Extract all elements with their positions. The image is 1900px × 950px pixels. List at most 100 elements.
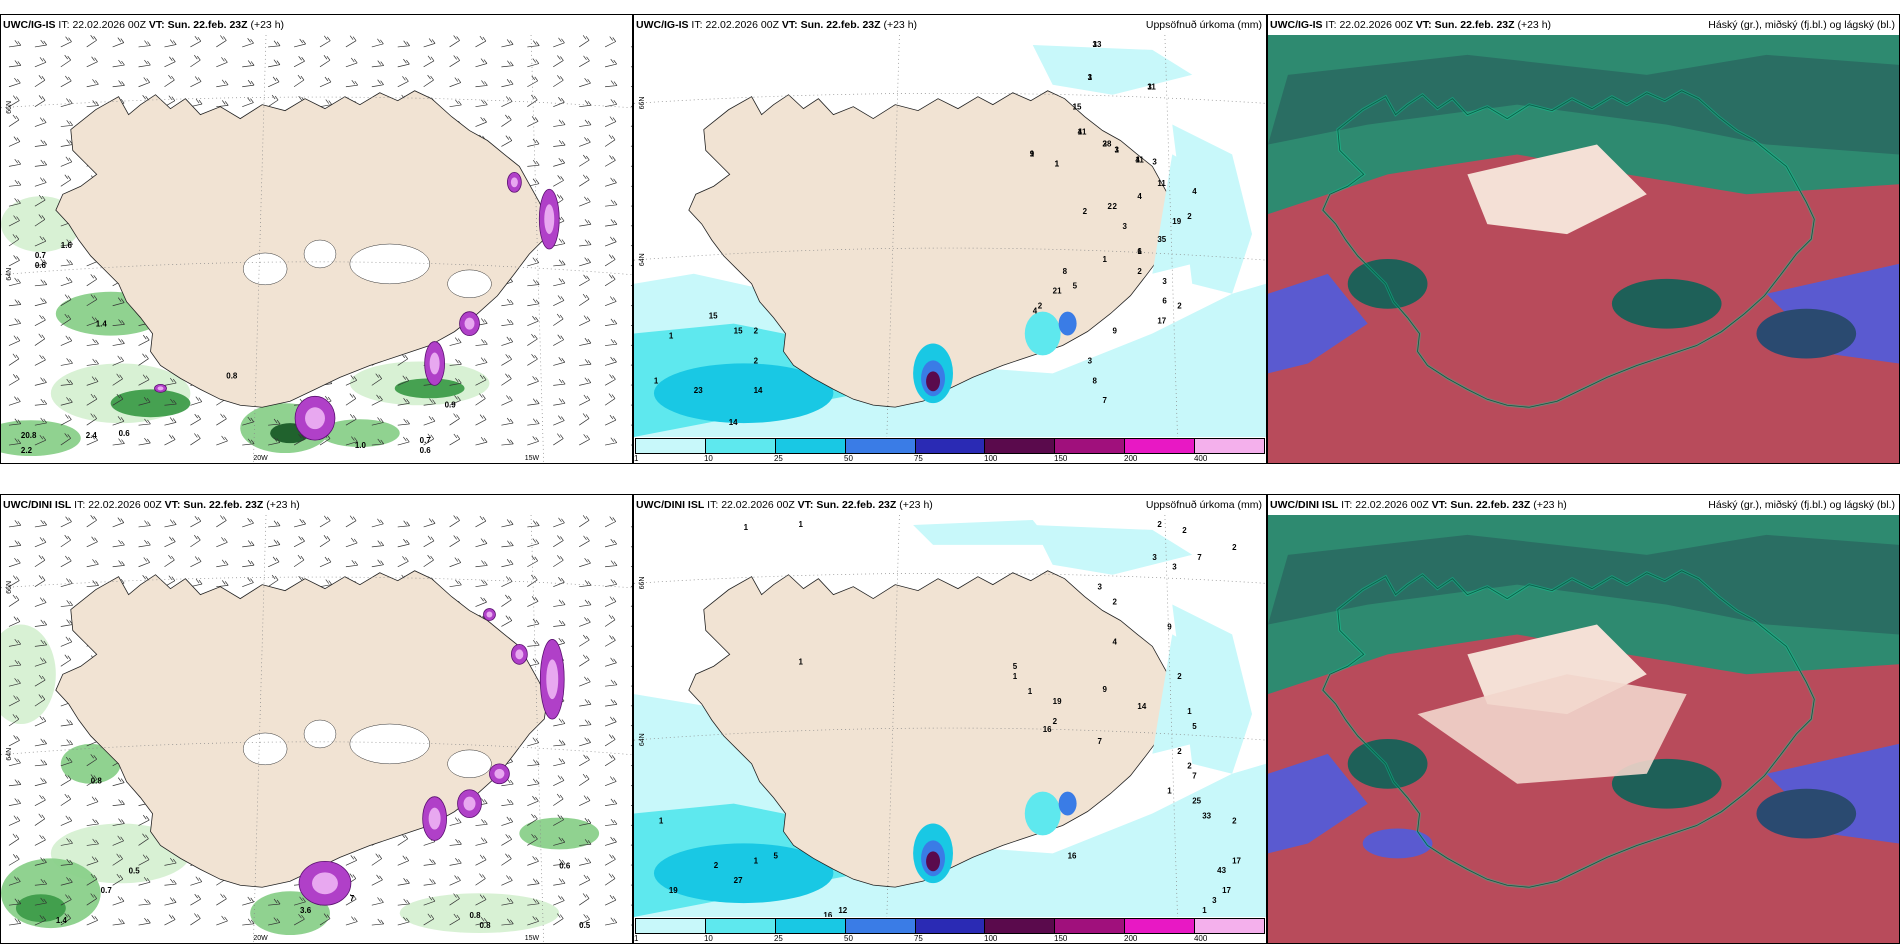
value-label: 11 xyxy=(1147,83,1156,92)
snow-area xyxy=(1,420,81,457)
cloud-edge xyxy=(1321,89,1816,409)
legend-tick-label: 1 xyxy=(634,934,639,943)
map-area[interactable]: 66N 64N 20W 15W 0.7 0.6 1.6 1.4 0.8 0.9 0.6 20.8 2.4… xyxy=(1,35,632,463)
snow-core-inner xyxy=(157,386,164,391)
legend-ticks: 1 10 25 50 75 100 150 200 400 xyxy=(634,454,1265,463)
value-label: 3 xyxy=(1088,73,1093,82)
value-label: 2 xyxy=(1038,302,1043,311)
value-label: 19 xyxy=(1053,697,1062,706)
value-label: 2 xyxy=(1112,598,1117,607)
value-label: 19 xyxy=(1172,217,1181,226)
precip-core-inner xyxy=(926,371,941,392)
legend-swatch xyxy=(636,919,706,933)
value-label: 1.4 xyxy=(56,916,68,925)
legend-tick-label: 100 xyxy=(984,934,998,943)
value-label: 1.6 xyxy=(61,241,73,250)
legend-swatch xyxy=(915,919,986,933)
value-label: 4 xyxy=(1137,192,1142,201)
snow-area xyxy=(319,419,400,448)
value-label: 11 xyxy=(1135,155,1144,164)
value-label: 2 xyxy=(1177,747,1182,756)
panel-precip-ig: UWC/IG-IS IT: 22.02.2026 00Z VT: Sun. 22… xyxy=(633,14,1267,464)
value-label: 1 xyxy=(659,816,664,825)
value-label: 0.6 xyxy=(559,861,571,870)
value-label: 41 xyxy=(1078,128,1087,137)
value-label: 21 xyxy=(1053,287,1062,296)
value-label: 1 xyxy=(754,856,759,865)
legend-tick-label: 10 xyxy=(703,934,713,943)
value-label: 11 xyxy=(1157,179,1166,188)
value-label: 0.6 xyxy=(420,446,432,455)
panel-clouds-dini: UWC/DINI ISL IT: 22.02.2026 00Z VT: Sun.… xyxy=(1267,494,1900,944)
map-svg xyxy=(1268,35,1899,463)
panel-header: UWC/DINI ISL IT: 22.02.2026 00Z VT: Sun.… xyxy=(1268,495,1899,515)
snow-core-inner xyxy=(428,807,441,830)
precip-core-inner xyxy=(926,851,941,872)
panel-header: UWC/IG-IS IT: 22.02.2026 00Z VT: Sun. 22… xyxy=(1,15,632,35)
value-label: 8 xyxy=(1093,376,1098,385)
value-label: 5 xyxy=(774,851,779,860)
legend-swatch xyxy=(1195,919,1265,933)
heavy-snow-cores xyxy=(298,608,565,906)
panel-wind-snow-dini: UWC/DINI ISL IT: 22.02.2026 00Z VT: Sun.… xyxy=(0,494,633,944)
snow-core-inner xyxy=(494,768,505,779)
graticule xyxy=(1,515,632,943)
legend-colorbar xyxy=(635,438,1265,454)
value-label: 0.6 xyxy=(119,429,131,438)
value-label: 1 xyxy=(1137,247,1142,256)
legend-tick-label: 400 xyxy=(1193,454,1208,463)
value-label: 1 xyxy=(1073,103,1078,112)
value-label: 4 xyxy=(1033,307,1038,316)
snow-core-inner xyxy=(305,407,325,430)
map-area[interactable]: 66N 64N 20W 15W 0.8 0.5 0.7 1.4 0.6 0.5 0.8 0.8 3.6 7 xyxy=(1,515,632,943)
map-area[interactable] xyxy=(1268,35,1899,463)
value-label: 1 xyxy=(1202,906,1207,915)
value-label: 15 xyxy=(734,327,743,336)
value-label: 2 xyxy=(1187,212,1192,221)
value-label: 1 xyxy=(744,523,749,532)
map-area[interactable] xyxy=(1268,515,1899,943)
value-label: 3 xyxy=(1098,583,1103,592)
precip-south xyxy=(1024,791,1061,836)
cloud-layers xyxy=(1268,534,1899,943)
value-label: 1 xyxy=(1078,128,1083,137)
value-label: 16 xyxy=(1043,725,1052,734)
snow-core-inner xyxy=(544,204,555,235)
legend-tick-label: 50 xyxy=(844,934,853,943)
value-label: 1 xyxy=(1055,159,1060,168)
value-label: 9 xyxy=(1103,685,1108,694)
value-label: 2 xyxy=(754,356,759,365)
value-label: 9 xyxy=(1112,327,1117,336)
snow-area xyxy=(399,893,560,934)
map-area[interactable]: 66N 64N 1 1 2 2 2 3 7 3 3 2 4 9 1 2 1 5 1 1 9 19 14 2 16 7 5 2 2 7 1 25… xyxy=(634,515,1266,917)
value-label: 9 xyxy=(1030,149,1035,158)
value-label: 1 xyxy=(1030,149,1035,158)
legend-tick-label: 75 xyxy=(913,454,923,463)
graticule xyxy=(634,515,1266,917)
value-label: 2 xyxy=(714,861,719,870)
snow-area xyxy=(250,891,330,936)
snow-core-inner xyxy=(463,796,476,811)
legend-swatch xyxy=(1195,439,1265,453)
grid-label: 66N xyxy=(639,97,646,110)
snow-free-areas xyxy=(242,719,492,779)
grid-label: 20W xyxy=(253,455,268,462)
value-label: 1 xyxy=(1187,707,1192,716)
legend-tick-label: 10 xyxy=(703,454,713,463)
graticule xyxy=(634,35,1266,437)
snow-area xyxy=(15,894,66,923)
map-area[interactable]: 66N 64N 3 1 3 1 1 2 1 1 3 4 3 11 2 4 2 4 19 1 2 3 35 6 2 3 21 2 2 1 8 5… xyxy=(634,35,1266,437)
value-label: 2 xyxy=(1137,267,1142,276)
grid-label: 66N xyxy=(6,101,13,114)
value-label: 2 xyxy=(1232,816,1237,825)
value-label: 0.5 xyxy=(129,866,141,875)
panel-clouds-ig: UWC/IG-IS IT: 22.02.2026 00Z VT: Sun. 22… xyxy=(1267,14,1900,464)
snow-area xyxy=(110,389,191,418)
value-label: 7 xyxy=(1103,396,1108,405)
panel-variable: Háský (gr.), miðský (fj.bl.) og lágský (… xyxy=(1708,19,1895,31)
heavy-snow-cores xyxy=(154,171,560,441)
legend-swatch xyxy=(1125,919,1196,933)
value-label: 3 xyxy=(1122,222,1127,231)
value-label: 3.6 xyxy=(300,906,312,915)
